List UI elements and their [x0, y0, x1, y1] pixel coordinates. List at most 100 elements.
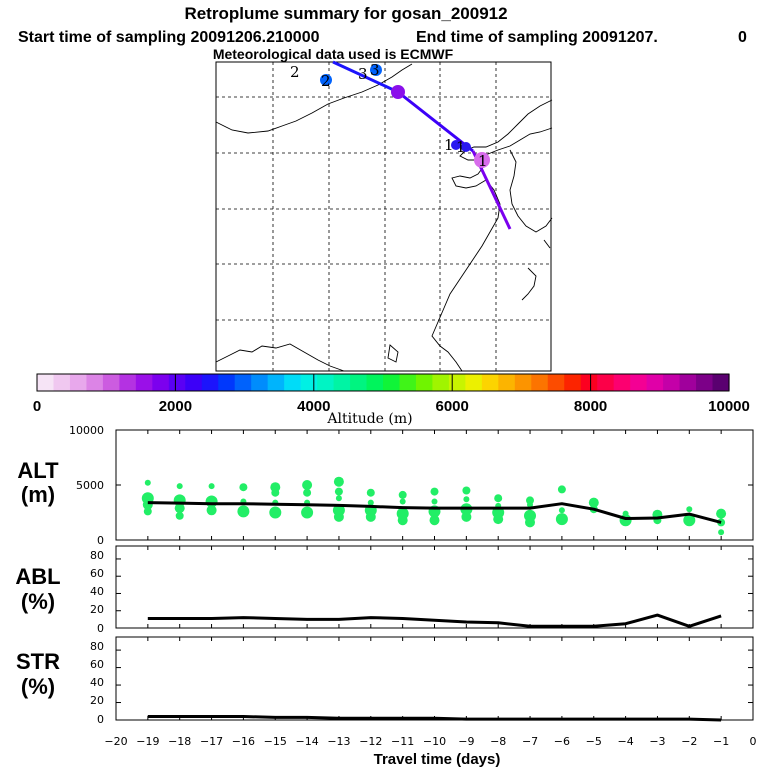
- alt-data-point: [143, 507, 152, 516]
- x-tick-label: −14: [295, 735, 318, 748]
- mean-lines: [147, 501, 722, 722]
- abl-ytick-label: 80: [90, 549, 104, 562]
- trajectory-point-label: 1: [478, 152, 488, 170]
- trajectory-point-label: 1: [444, 136, 454, 154]
- abl-ytick-label: 60: [90, 567, 104, 580]
- abl-line: [147, 613, 722, 628]
- alt-data-point: [367, 499, 374, 506]
- alt-data-point: [430, 487, 439, 496]
- x-tick-label: −17: [200, 735, 223, 748]
- colorbar-swatch: [646, 374, 664, 391]
- trajectory-point-label: 1: [456, 138, 466, 156]
- alt-data-point: [175, 511, 184, 520]
- colorbar-swatch: [119, 374, 137, 391]
- colorbar-swatch: [481, 374, 499, 391]
- colorbar-swatch: [383, 374, 401, 391]
- colorbar-swatch: [267, 374, 285, 391]
- colorbar-swatch: [37, 374, 55, 391]
- colorbar-frame: [36, 373, 730, 392]
- colorbar-swatch: [564, 374, 582, 391]
- alt-data-point: [302, 480, 313, 490]
- colorbar-swatch: [218, 374, 236, 391]
- colorbar-swatch: [366, 374, 384, 391]
- colorbar-swatch: [613, 374, 631, 391]
- colorbar-ticks: 0 2000 4000 6000 8000 10000: [33, 374, 750, 415]
- str-panel-title: STR: [16, 649, 60, 674]
- str-ytick-label: 40: [90, 676, 104, 689]
- alt-data-point: [398, 490, 407, 499]
- colorbar-swatch: [350, 374, 368, 391]
- alt-data-point: [365, 511, 376, 522]
- alt-data-point: [237, 505, 250, 518]
- end-time-label: End time of sampling 20091207.: [416, 29, 658, 46]
- alt-data-point: [555, 513, 568, 526]
- alt-mean-line: [147, 501, 722, 524]
- alt-data-point: [686, 506, 693, 513]
- alt-data-point: [271, 488, 280, 497]
- alt-ytick-label: 10000: [69, 424, 104, 437]
- x-tick-label: −5: [586, 735, 602, 748]
- alt-data-point: [397, 515, 408, 526]
- abl-panel-title: ABL: [15, 564, 60, 589]
- alt-data-point: [174, 503, 185, 514]
- colorbar-swatch: [168, 374, 186, 391]
- alt-data-point: [462, 486, 471, 495]
- axis-tick-marks: [115, 429, 754, 721]
- alt-data-point: [461, 511, 472, 522]
- alt-panel-title: ALT: [17, 458, 59, 483]
- alt-data-point: [335, 495, 342, 502]
- colorbar-swatch: [514, 374, 532, 391]
- trajectory-point-label: 2: [321, 72, 331, 90]
- str-ytick-label: 20: [90, 694, 104, 707]
- x-tick-label: −9: [458, 735, 474, 748]
- colorbar-swatch: [152, 374, 170, 391]
- colorbar-swatch: [102, 374, 120, 391]
- x-tick-label: −7: [522, 735, 538, 748]
- x-tick-label: −18: [168, 735, 191, 748]
- colorbar-swatch: [712, 374, 730, 391]
- alt-data-point: [333, 476, 344, 487]
- alt-data-point: [557, 485, 566, 494]
- trajectory-segment-3: [332, 60, 399, 94]
- trajectory-marker: [391, 85, 405, 99]
- x-tick-label: −11: [391, 735, 414, 748]
- x-tick-label: −15: [264, 735, 287, 748]
- str-ytick-label: 0: [97, 713, 104, 726]
- alt-data-point: [526, 496, 534, 505]
- map-panel: 2 2 3 3 1 1 1: [215, 60, 553, 372]
- x-tick-label: −6: [554, 735, 570, 748]
- colorbar-swatch: [317, 374, 335, 391]
- map-coastlines: [215, 63, 553, 372]
- abl-panel-unit: (%): [21, 589, 55, 614]
- colorbar-swatch: [448, 374, 466, 391]
- colorbar-swatch: [630, 374, 648, 391]
- altitude-colorbar: 0 2000 4000 6000 8000 10000 Altitude (m): [33, 373, 750, 427]
- alt-data-point: [494, 494, 503, 503]
- met-data-label: Meteorological data used is ECMWF: [213, 46, 454, 62]
- str-ytick-label: 60: [90, 658, 104, 671]
- alt-scatter-points: [141, 476, 727, 536]
- colorbar-swatch: [696, 374, 714, 391]
- colorbar-swatch: [465, 374, 483, 391]
- colorbar-swatch: [580, 374, 598, 391]
- colorbar-swatch: [679, 374, 697, 391]
- alt-data-point: [303, 488, 312, 497]
- trajectory-marker: [320, 74, 332, 86]
- alt-data-point: [176, 483, 183, 490]
- colorbar-tick-label: 0: [33, 398, 41, 415]
- trajectory-markers: [320, 64, 490, 168]
- colorbar-swatch: [53, 374, 71, 391]
- colorbar-swatch: [498, 374, 516, 391]
- abl-ytick-label: 20: [90, 603, 104, 616]
- colorbar-tick-label: 10000: [708, 398, 750, 415]
- trajectory-marker: [370, 64, 382, 76]
- x-axis-label: Travel time (days): [374, 751, 501, 768]
- trajectory-labels: 2 2 3 3 1 1 1: [290, 61, 488, 170]
- map-gridlines: [216, 62, 551, 371]
- alt-data-point: [366, 488, 375, 497]
- trajectory-point-label: 2: [290, 63, 300, 81]
- colorbar-swatch: [234, 374, 252, 391]
- colorbar-swatch: [284, 374, 302, 391]
- alt-ytick-label: 5000: [76, 479, 104, 492]
